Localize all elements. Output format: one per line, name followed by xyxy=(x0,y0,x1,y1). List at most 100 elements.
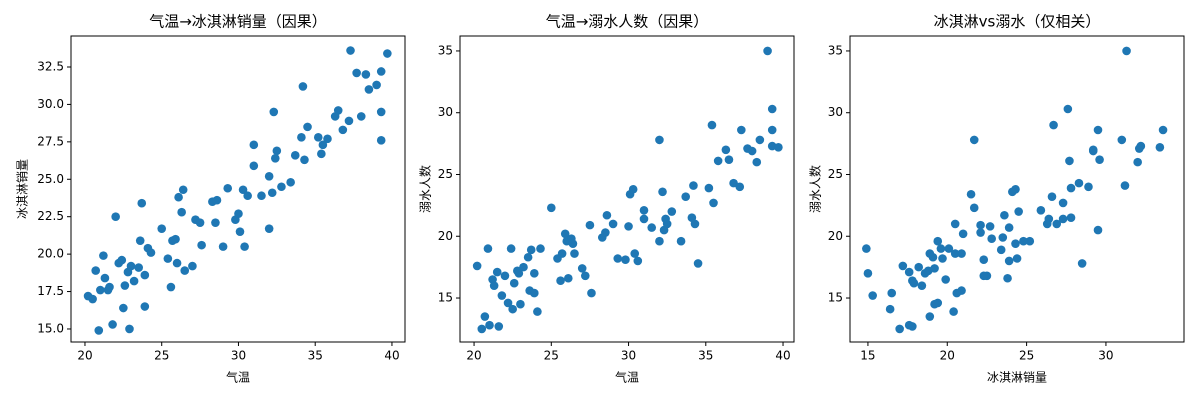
point xyxy=(197,240,206,250)
point xyxy=(547,203,556,213)
point xyxy=(140,302,150,311)
point xyxy=(1058,214,1068,224)
point xyxy=(944,244,954,253)
point xyxy=(560,229,570,239)
point xyxy=(1117,135,1127,145)
point xyxy=(752,157,762,167)
y-tick-label: 15 xyxy=(438,291,453,305)
y-tick-label: 25 xyxy=(828,167,843,181)
point xyxy=(297,133,306,142)
point xyxy=(952,288,962,298)
point xyxy=(240,242,249,251)
point xyxy=(1003,273,1012,283)
point xyxy=(88,294,97,304)
y-tick-label: 30 xyxy=(828,105,843,119)
point xyxy=(480,312,490,321)
point xyxy=(987,234,996,244)
point xyxy=(372,80,381,90)
point xyxy=(298,82,308,91)
point xyxy=(105,282,114,292)
point xyxy=(556,276,565,286)
point xyxy=(356,112,366,121)
point xyxy=(506,244,516,253)
point xyxy=(647,223,657,232)
point xyxy=(1036,206,1046,215)
point xyxy=(930,299,939,309)
point xyxy=(303,122,312,132)
point xyxy=(969,203,979,213)
point xyxy=(536,244,545,253)
x-tick-label: 20 xyxy=(77,349,92,363)
point xyxy=(234,209,243,219)
y-tick-label: 32.5 xyxy=(37,59,64,73)
point xyxy=(523,252,533,262)
point xyxy=(1155,143,1165,152)
point xyxy=(318,140,328,150)
point xyxy=(676,236,686,246)
point xyxy=(704,183,714,193)
point xyxy=(1065,156,1074,166)
point xyxy=(630,249,640,258)
y-tick-label: 20 xyxy=(438,229,453,243)
point xyxy=(966,189,976,199)
point xyxy=(969,135,979,145)
point xyxy=(94,326,104,335)
point xyxy=(489,281,499,290)
point xyxy=(898,261,908,271)
point xyxy=(269,107,279,117)
point xyxy=(608,219,618,229)
point xyxy=(483,244,493,253)
point xyxy=(338,125,348,135)
point xyxy=(344,116,354,126)
point xyxy=(163,254,173,263)
point xyxy=(724,155,734,164)
point xyxy=(938,254,947,263)
x-tick-label: 15 xyxy=(860,349,875,363)
x-axis-label: 气温 xyxy=(226,370,250,385)
point xyxy=(530,288,539,298)
point xyxy=(1093,225,1103,235)
point xyxy=(1047,192,1057,202)
point xyxy=(166,282,176,292)
point xyxy=(774,143,783,152)
point xyxy=(277,182,286,192)
point xyxy=(485,320,494,330)
point xyxy=(624,222,633,231)
point xyxy=(1042,219,1052,229)
y-tick-label: 30 xyxy=(438,105,453,119)
point xyxy=(500,271,510,281)
point xyxy=(117,255,127,265)
plot-frame xyxy=(70,35,406,343)
point xyxy=(195,218,205,227)
point xyxy=(767,104,777,114)
point xyxy=(235,227,245,236)
x-tick-label: 25 xyxy=(1019,349,1034,363)
point xyxy=(1058,198,1068,208)
point xyxy=(180,266,190,275)
point xyxy=(1000,210,1009,220)
point xyxy=(134,263,143,272)
point xyxy=(868,291,877,300)
point xyxy=(925,249,935,258)
point xyxy=(1004,223,1014,232)
point xyxy=(243,191,252,201)
y-tick-label: 17.5 xyxy=(37,284,64,298)
point xyxy=(1049,120,1058,130)
point xyxy=(1008,187,1017,197)
y-tick-label: 25 xyxy=(438,167,453,181)
chart-title: 气温→溺水人数（因果） xyxy=(546,13,709,31)
point xyxy=(96,285,105,295)
point xyxy=(1122,46,1131,56)
plot-frame xyxy=(849,35,1185,343)
point xyxy=(157,224,167,233)
point xyxy=(976,220,985,230)
point xyxy=(376,107,386,117)
point xyxy=(1014,207,1023,216)
point xyxy=(1136,141,1146,151)
x-tick-label: 20 xyxy=(466,349,481,363)
point xyxy=(690,219,700,229)
point xyxy=(1012,254,1022,263)
point xyxy=(1011,239,1020,248)
y-axis-label: 冰淇淋销量 xyxy=(16,159,30,219)
point xyxy=(249,140,259,150)
